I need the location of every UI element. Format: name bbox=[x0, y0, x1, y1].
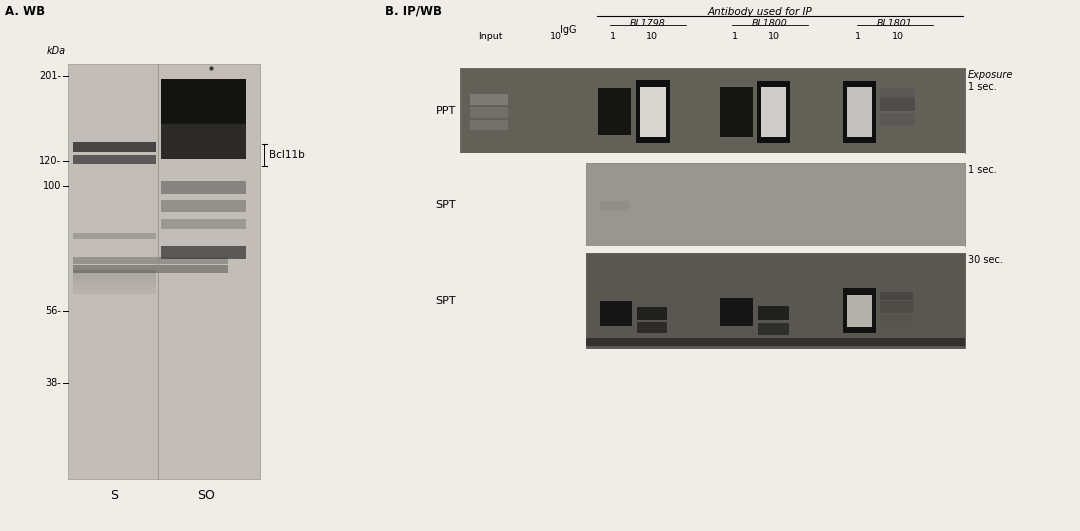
Text: 56-: 56- bbox=[45, 306, 60, 316]
Bar bbox=[161, 79, 246, 124]
Text: A. WB: A. WB bbox=[5, 5, 45, 18]
Text: SPT: SPT bbox=[435, 296, 456, 306]
Text: BL1800: BL1800 bbox=[752, 19, 788, 28]
Text: 38-: 38- bbox=[45, 378, 60, 388]
Text: 30 sec.: 30 sec. bbox=[968, 255, 1003, 265]
Text: 10: 10 bbox=[646, 32, 658, 41]
Bar bbox=[586, 246, 966, 255]
Bar bbox=[73, 142, 156, 152]
Bar bbox=[68, 64, 260, 479]
Bar bbox=[73, 155, 156, 164]
Bar bbox=[460, 68, 966, 153]
Bar bbox=[161, 123, 246, 159]
Bar bbox=[586, 253, 966, 348]
Text: B. IP/WB: B. IP/WB bbox=[384, 5, 442, 18]
Bar bbox=[470, 120, 508, 130]
Text: BL1801: BL1801 bbox=[877, 19, 913, 28]
Bar bbox=[73, 278, 156, 282]
Bar bbox=[586, 338, 966, 346]
Bar bbox=[758, 306, 789, 320]
Bar bbox=[470, 107, 508, 118]
Bar bbox=[880, 88, 915, 98]
Text: 10: 10 bbox=[550, 32, 562, 41]
Bar bbox=[73, 233, 156, 239]
Text: Input: Input bbox=[477, 32, 502, 41]
Bar bbox=[880, 113, 915, 126]
Text: 100: 100 bbox=[42, 181, 60, 191]
Bar bbox=[73, 257, 228, 264]
Text: 1: 1 bbox=[610, 32, 616, 41]
Text: Bcl11b: Bcl11b bbox=[269, 150, 305, 160]
Bar bbox=[73, 286, 156, 290]
Bar bbox=[161, 181, 246, 194]
Bar bbox=[470, 94, 508, 105]
Text: PPT: PPT bbox=[435, 106, 456, 116]
Text: 120-: 120- bbox=[39, 156, 60, 166]
Text: 10: 10 bbox=[892, 32, 904, 41]
Bar bbox=[636, 80, 670, 143]
Bar bbox=[880, 316, 913, 327]
Text: SO: SO bbox=[198, 489, 215, 502]
Bar bbox=[847, 87, 872, 137]
Bar bbox=[586, 163, 966, 246]
Bar bbox=[720, 87, 753, 137]
Bar bbox=[758, 323, 789, 335]
Text: S: S bbox=[110, 489, 118, 502]
Bar bbox=[761, 87, 786, 137]
Bar bbox=[637, 307, 667, 320]
Text: 1 sec.: 1 sec. bbox=[968, 82, 997, 92]
Text: IgG: IgG bbox=[559, 25, 577, 35]
Text: 201-: 201- bbox=[39, 71, 60, 81]
Bar bbox=[880, 97, 915, 111]
Bar bbox=[637, 322, 667, 333]
Text: 1: 1 bbox=[732, 32, 738, 41]
Text: 10: 10 bbox=[768, 32, 780, 41]
Bar bbox=[880, 301, 913, 313]
Text: BL1798: BL1798 bbox=[630, 19, 666, 28]
Bar bbox=[640, 87, 666, 137]
Bar bbox=[843, 81, 876, 143]
Bar bbox=[847, 295, 872, 327]
Bar bbox=[161, 219, 246, 229]
Bar bbox=[460, 153, 966, 162]
Text: kDa: kDa bbox=[46, 46, 66, 56]
Bar bbox=[73, 274, 156, 278]
Text: SPT: SPT bbox=[435, 200, 456, 210]
Bar bbox=[73, 290, 156, 294]
Bar bbox=[843, 288, 876, 333]
Bar bbox=[73, 270, 156, 274]
Bar bbox=[720, 298, 753, 326]
Bar bbox=[598, 88, 631, 135]
Bar bbox=[73, 282, 156, 286]
Text: Antibody used for IP: Antibody used for IP bbox=[707, 7, 812, 17]
Text: 1 sec.: 1 sec. bbox=[968, 165, 997, 175]
Bar bbox=[73, 265, 228, 273]
Bar bbox=[161, 200, 246, 212]
Text: 1: 1 bbox=[855, 32, 861, 41]
Bar bbox=[600, 301, 632, 326]
Bar bbox=[880, 292, 913, 300]
Text: Exposure: Exposure bbox=[968, 70, 1013, 80]
Bar bbox=[161, 246, 246, 259]
Bar bbox=[757, 81, 789, 143]
Bar bbox=[600, 201, 630, 211]
